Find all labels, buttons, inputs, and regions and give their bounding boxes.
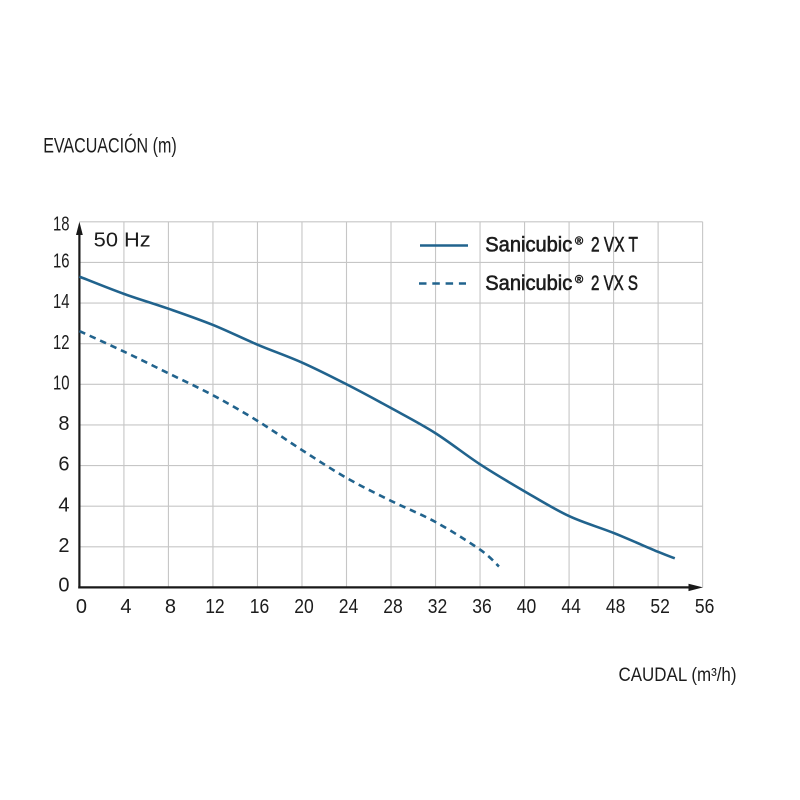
svg-text:8: 8 <box>58 413 69 435</box>
svg-text:28: 28 <box>383 596 403 618</box>
svg-text:8: 8 <box>165 596 176 618</box>
svg-text:2 VX T: 2 VX T <box>591 233 638 257</box>
svg-text:4: 4 <box>120 596 131 618</box>
svg-text:16: 16 <box>53 251 70 273</box>
svg-text:18: 18 <box>53 213 70 235</box>
svg-text:20: 20 <box>294 596 314 618</box>
svg-text:Sanicubic: Sanicubic <box>485 271 572 295</box>
svg-text:48: 48 <box>606 596 626 618</box>
svg-text:36: 36 <box>472 596 492 618</box>
svg-text:4: 4 <box>58 494 69 516</box>
svg-text:Sanicubic: Sanicubic <box>485 233 572 257</box>
svg-text:2 VX S: 2 VX S <box>591 271 638 295</box>
svg-text:®: ® <box>575 235 583 247</box>
svg-text:16: 16 <box>250 596 270 618</box>
svg-text:52: 52 <box>650 596 670 618</box>
svg-text:CAUDAL (m³/h): CAUDAL (m³/h) <box>619 665 737 686</box>
svg-text:6: 6 <box>58 454 69 476</box>
svg-text:10: 10 <box>53 372 70 394</box>
svg-text:32: 32 <box>428 596 448 618</box>
svg-text:12: 12 <box>53 332 70 354</box>
svg-text:EVACUACIÓN (m): EVACUACIÓN (m) <box>43 135 177 158</box>
svg-text:0: 0 <box>58 574 69 596</box>
svg-text:12: 12 <box>205 596 225 618</box>
svg-text:®: ® <box>575 274 583 286</box>
svg-text:44: 44 <box>561 596 581 618</box>
svg-text:0: 0 <box>76 596 87 618</box>
svg-text:40: 40 <box>517 596 537 618</box>
svg-text:56: 56 <box>695 596 715 618</box>
svg-text:50 Hz: 50 Hz <box>94 230 151 252</box>
svg-text:24: 24 <box>339 596 359 618</box>
svg-text:14: 14 <box>53 291 70 313</box>
svg-text:2: 2 <box>58 535 69 557</box>
